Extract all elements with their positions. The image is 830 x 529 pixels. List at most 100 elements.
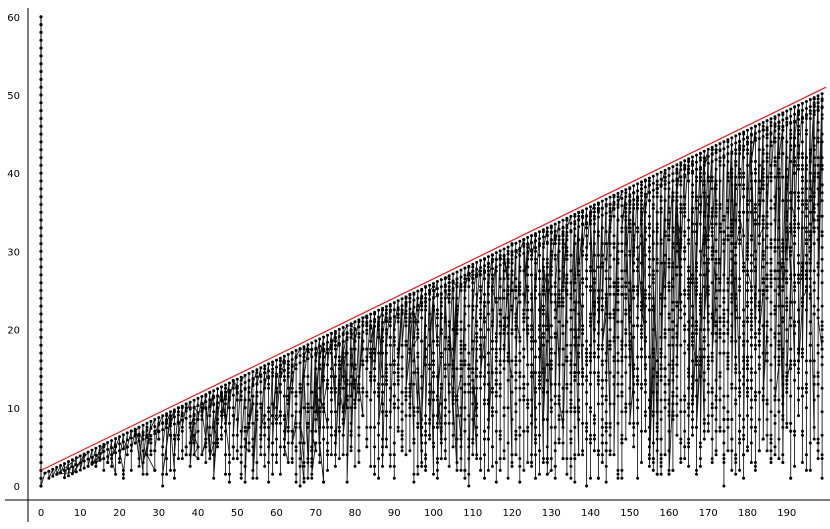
data-point [695, 242, 698, 246]
data-point [149, 419, 153, 423]
data-point [589, 222, 592, 226]
data-point [392, 406, 396, 410]
data-point [797, 206, 800, 210]
data-point [789, 114, 793, 118]
data-point [773, 312, 777, 316]
data-point [314, 449, 318, 453]
data-point [412, 437, 416, 441]
data-point [408, 382, 412, 386]
data-point [785, 187, 789, 191]
data-point [667, 195, 671, 199]
data-point [671, 195, 675, 199]
data-point [569, 351, 573, 355]
data-point [39, 265, 43, 269]
data-point [592, 418, 596, 421]
data-point [176, 406, 180, 410]
data-point [757, 222, 761, 226]
data-point [251, 377, 255, 381]
data-point [746, 140, 749, 144]
data-point [333, 343, 337, 347]
data-point [121, 447, 125, 451]
data-point [600, 296, 604, 300]
data-point [518, 359, 522, 363]
data-point [679, 163, 683, 167]
data-point [212, 425, 216, 429]
data-point [349, 375, 353, 378]
data-point [184, 416, 188, 420]
data-point [255, 375, 259, 379]
data-point [282, 375, 286, 378]
data-point [596, 300, 600, 304]
data-point [275, 390, 278, 394]
data-point [459, 367, 463, 371]
data-point [742, 476, 746, 480]
data-point [800, 187, 804, 191]
data-point [141, 437, 145, 441]
data-point [302, 476, 306, 480]
data-point [722, 273, 726, 277]
data-point [785, 386, 789, 390]
data-point [687, 371, 691, 375]
data-point [396, 363, 400, 367]
data-point [412, 480, 416, 484]
data-point [333, 363, 337, 367]
data-point [561, 218, 565, 222]
data-point [428, 367, 432, 371]
data-point [549, 285, 553, 289]
data-point [133, 441, 137, 445]
data-point [306, 350, 310, 354]
data-point [384, 320, 388, 324]
data-point [800, 429, 804, 433]
data-point [753, 222, 757, 226]
data-point [341, 421, 345, 425]
data-point [773, 156, 777, 160]
data-point [239, 398, 243, 402]
data-point [797, 144, 800, 148]
data-point [636, 269, 640, 273]
data-point [691, 386, 694, 390]
data-point [553, 253, 557, 257]
data-point [702, 429, 706, 433]
data-point [749, 324, 753, 328]
data-point [706, 382, 710, 386]
data-point [691, 155, 694, 159]
data-point [396, 398, 400, 402]
data-point [534, 406, 537, 410]
data-point [377, 421, 381, 425]
data-point [534, 437, 537, 441]
data-point [804, 390, 808, 394]
data-point [596, 206, 600, 210]
data-point [377, 433, 381, 437]
data-point [373, 445, 377, 449]
data-point [585, 390, 589, 394]
data-point [663, 355, 667, 359]
data-point [643, 339, 647, 343]
data-point [541, 343, 545, 347]
data-point [404, 312, 408, 316]
data-point [235, 398, 239, 402]
data-point [467, 324, 471, 328]
data-point [541, 457, 545, 461]
data-point [722, 316, 726, 320]
data-point [773, 249, 777, 253]
data-point [63, 462, 66, 466]
data-point [530, 375, 534, 378]
data-point [734, 253, 738, 257]
data-point [632, 198, 636, 202]
data-point [804, 253, 808, 257]
data-point [479, 259, 483, 262]
data-point [726, 277, 730, 281]
data-point [514, 433, 518, 437]
data-point [510, 418, 514, 421]
data-point [337, 363, 341, 367]
data-point [290, 390, 294, 394]
data-point [753, 210, 757, 214]
data-point [773, 304, 777, 308]
data-point [781, 461, 785, 464]
data-point [514, 289, 518, 292]
data-point [710, 457, 714, 461]
data-point [738, 132, 742, 136]
data-point [306, 425, 310, 429]
data-point [506, 261, 510, 265]
data-point [702, 316, 706, 320]
